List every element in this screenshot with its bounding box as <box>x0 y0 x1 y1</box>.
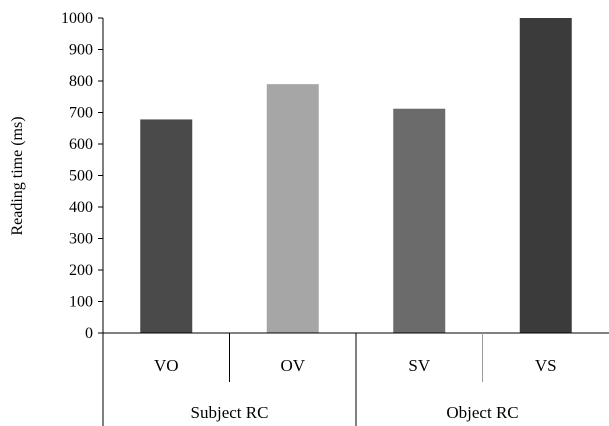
y-tick-label: 1000 <box>61 10 93 27</box>
bar-ov <box>266 84 319 334</box>
y-tick-label: 0 <box>85 325 93 342</box>
bars <box>140 18 572 334</box>
x-tick-label-sv: SV <box>408 356 430 375</box>
y-tick-label: 900 <box>69 42 93 59</box>
x-group-label-1: Object RC <box>446 403 518 422</box>
bar-vs <box>519 18 572 333</box>
y-tick-label: 800 <box>69 73 93 90</box>
x-tick-label-vo: VO <box>154 356 179 375</box>
x-group-label-0: Subject RC <box>191 403 269 422</box>
y-tick-label: 200 <box>69 262 93 279</box>
bar-vo <box>140 119 193 334</box>
y-axis-ticks: 0 100 200 300 400 500 600 700 800 900 1000 <box>61 10 104 342</box>
y-tick-label: 300 <box>69 231 93 248</box>
y-tick-label: 600 <box>69 136 93 153</box>
y-tick-label: 700 <box>69 105 93 122</box>
bar-sv <box>393 108 446 333</box>
y-tick-label: 100 <box>69 294 93 311</box>
x-tick-label-vs: VS <box>535 356 557 375</box>
x-tick-label-ov: OV <box>280 356 305 375</box>
y-tick-label: 400 <box>69 199 93 216</box>
y-axis-title: Reading time (ms) <box>9 116 26 235</box>
x-axis: VO OV SV VS Subject RC Object RC <box>102 332 609 426</box>
y-tick-label: 500 <box>69 168 93 185</box>
